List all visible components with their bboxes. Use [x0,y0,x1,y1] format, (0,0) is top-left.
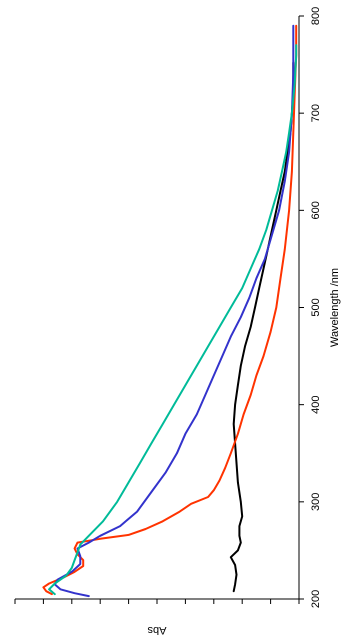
x-tick-label: 700 [310,104,322,122]
y-axis-title: Abs [147,624,166,636]
x-tick-label: 300 [310,493,322,511]
series-line-3 [53,24,295,598]
series-line-4 [48,44,298,596]
series-line-2 [42,24,298,596]
y-axis-ticks [14,599,300,604]
x-tick-label: 800 [310,7,322,25]
x-tick-label: 500 [310,298,322,316]
x-tick-label: 600 [310,201,322,219]
series-lines [42,24,298,598]
series-line-1 [229,61,295,593]
x-tick-label: 400 [310,395,322,413]
x-axis-title: Wavelength /nm [329,268,341,347]
x-axis-ticks: 200 300 400 500 600 700 800 [299,7,322,608]
axes [15,16,300,600]
x-tick-label: 200 [310,590,322,608]
